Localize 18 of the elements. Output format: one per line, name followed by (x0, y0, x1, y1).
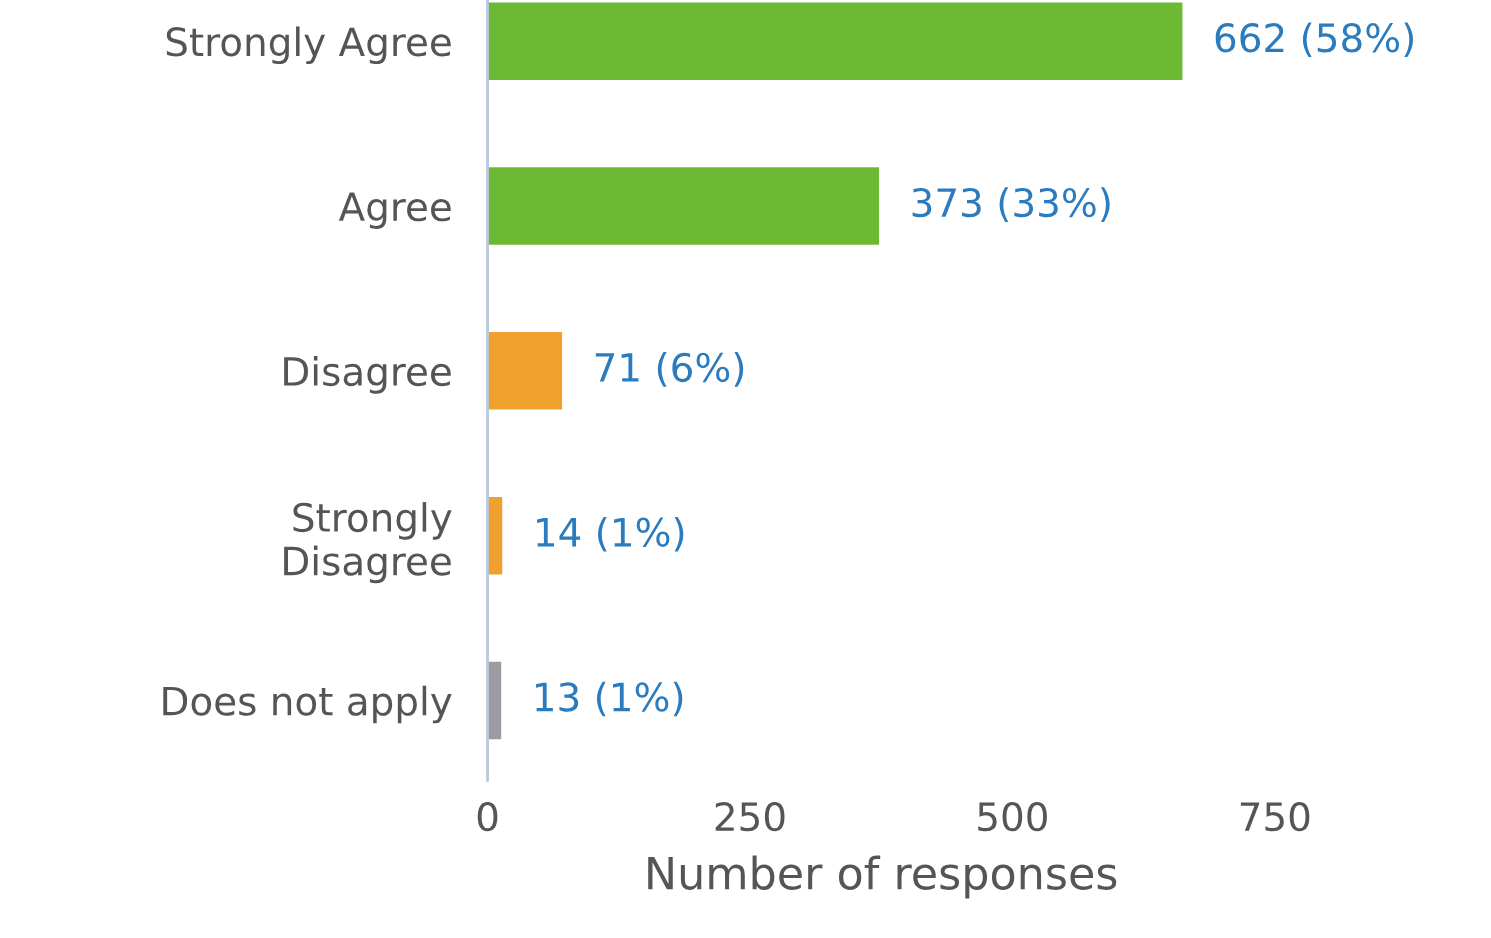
x-tick-label: 0 (477, 801, 498, 832)
y-tick-label: Strongly Disagree (284, 502, 452, 584)
bar (487, 167, 880, 245)
data-label: 662 (58%) (1215, 22, 1414, 58)
y-tick-label: Strongly Agree (166, 26, 451, 65)
x-tick-label: 250 (715, 801, 785, 832)
x-axis-title: Number of responses (648, 855, 1117, 899)
bar (487, 332, 563, 410)
x-tick-label: 750 (1240, 801, 1310, 832)
x-tick-label: 500 (978, 801, 1047, 832)
data-label: 71 (6%) (595, 352, 744, 387)
bar (487, 2, 1183, 80)
y-tick-label: Does not apply (163, 685, 452, 724)
data-label: 373 (33%) (912, 187, 1110, 222)
y-tick-label: Agree (338, 192, 451, 229)
y-tick-label: Disagree (284, 356, 451, 394)
data-label: 13 (1%) (536, 681, 683, 717)
data-label: 14 (1%) (537, 516, 684, 552)
